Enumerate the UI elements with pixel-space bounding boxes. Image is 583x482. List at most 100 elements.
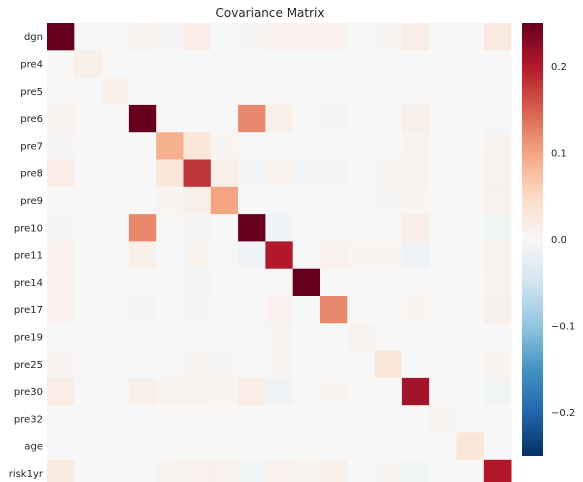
heatmap-cell-pre19-pre4 [74, 323, 102, 351]
heatmap-cell-pre5-age [456, 77, 485, 106]
heatmap-cell-pre14-pre5 [101, 268, 130, 297]
heatmap-cell-pre5-pre19 [347, 77, 375, 106]
heatmap-cell-pre5-pre4 [74, 77, 102, 106]
heatmap-cell-pre9-pre4 [74, 186, 102, 215]
heatmap-cell-pre32-dgn [47, 405, 75, 433]
heatmap-cell-pre19-pre9 [210, 323, 239, 351]
heatmap-cell-pre25-pre8 [183, 350, 212, 379]
heatmap-cell-pre6-pre9 [210, 104, 239, 133]
heatmap-cell-pre8-pre19 [347, 159, 375, 188]
heatmap-cell-pre10-dgn [47, 214, 75, 242]
y-tick-label: pre6 [20, 114, 43, 125]
heatmap-cell-age-pre14 [292, 432, 321, 461]
heatmap-cell-age-pre6 [128, 432, 157, 461]
heatmap-cell-pre8-pre10 [238, 159, 266, 188]
heatmap-cell-pre4-risk1yr [483, 50, 512, 78]
heatmap-cell-risk1yr-pre9 [210, 459, 239, 482]
heatmap-cell-pre32-pre32 [429, 405, 457, 433]
heatmap-cell-pre25-pre30 [401, 350, 430, 379]
heatmap-cell-age-pre4 [74, 432, 102, 461]
heatmap-cell-risk1yr-risk1yr [483, 459, 512, 482]
heatmap-cell-age-dgn [47, 432, 75, 461]
heatmap-cell-pre11-pre6 [128, 241, 157, 270]
heatmap-cell-pre5-pre14 [292, 77, 321, 106]
heatmap-cell-pre25-pre5 [101, 350, 130, 379]
heatmap-cell-pre25-pre6 [128, 350, 157, 379]
heatmap-cell-pre30-pre17 [320, 377, 348, 406]
heatmap-cell-pre14-risk1yr [483, 268, 512, 297]
heatmap-cell-pre7-age [456, 132, 485, 160]
heatmap-cell-dgn-pre25 [374, 23, 403, 51]
heatmap-cell-pre5-dgn [47, 77, 75, 106]
heatmap-cell-age-pre30 [401, 432, 430, 461]
heatmap-cell-pre14-pre8 [183, 268, 212, 297]
heatmap-cell-pre30-pre10 [238, 377, 266, 406]
heatmap-cell-pre4-pre8 [183, 50, 212, 78]
heatmap-cell-pre14-pre11 [265, 268, 294, 297]
heatmap-cell-pre17-pre14 [292, 296, 321, 324]
heatmap-cell-pre32-pre7 [156, 405, 184, 433]
heatmap-cell-pre5-risk1yr [483, 77, 512, 106]
heatmap-cell-pre19-dgn [47, 323, 75, 351]
heatmap-cell-age-pre8 [183, 432, 212, 461]
heatmap-cell-pre30-risk1yr [483, 377, 512, 406]
heatmap-cell-pre9-pre14 [292, 186, 321, 215]
heatmap-cell-pre19-pre6 [128, 323, 157, 351]
heatmap-cell-pre7-dgn [47, 132, 75, 160]
heatmap-cell-pre10-pre9 [210, 214, 239, 242]
heatmap-cell-age-pre19 [347, 432, 375, 461]
heatmap-cell-pre17-pre10 [238, 296, 266, 324]
heatmap-cell-pre9-pre9 [210, 186, 239, 215]
heatmap-cell-pre6-pre6 [128, 104, 157, 133]
y-tick-label: pre5 [20, 87, 43, 98]
heatmap-cell-pre4-pre6 [128, 50, 157, 78]
heatmap-cell-risk1yr-pre5 [101, 459, 130, 482]
heatmap-cell-dgn-pre6 [128, 23, 157, 51]
y-tick-label: pre17 [14, 305, 43, 316]
heatmap-cell-pre11-risk1yr [483, 241, 512, 270]
heatmap-cell-pre6-pre11 [265, 104, 294, 133]
heatmap-cell-pre7-pre7 [156, 132, 184, 160]
heatmap-cell-pre32-pre10 [238, 405, 266, 433]
heatmap-cell-pre5-pre9 [210, 77, 239, 106]
heatmap-cell-pre17-pre8 [183, 296, 212, 324]
heatmap-cell-risk1yr-pre8 [183, 459, 212, 482]
heatmap-cell-pre7-pre19 [347, 132, 375, 160]
heatmap-cell-pre17-dgn [47, 296, 75, 324]
heatmap-cell-pre11-pre14 [292, 241, 321, 270]
colorbar-tick-label: 0.1 [551, 148, 567, 159]
y-tick-label: pre11 [14, 251, 43, 262]
heatmap-cell-risk1yr-pre10 [238, 459, 266, 482]
heatmap-cell-pre7-pre8 [183, 132, 212, 160]
heatmap-cell-dgn-pre9 [210, 23, 239, 51]
heatmap-cell-risk1yr-pre7 [156, 459, 184, 482]
colorbar-tick-label: 0.0 [551, 235, 567, 246]
heatmap-cell-pre30-pre7 [156, 377, 184, 406]
heatmap-cell-dgn-dgn [47, 23, 75, 51]
heatmap-cell-pre7-pre6 [128, 132, 157, 160]
heatmap-cell-pre10-pre25 [374, 214, 403, 242]
heatmap-cell-pre7-pre32 [429, 132, 457, 160]
heatmap-cell-dgn-pre8 [183, 23, 212, 51]
chart-title: Covariance Matrix [216, 6, 325, 20]
heatmap-cell-pre30-pre6 [128, 377, 157, 406]
heatmap-cell-pre6-pre10 [238, 104, 266, 133]
heatmap-cell-pre32-pre8 [183, 405, 212, 433]
heatmap-cell-pre19-risk1yr [483, 323, 512, 351]
heatmap-cell-pre30-pre30 [401, 377, 430, 406]
heatmap-cell-pre11-pre19 [347, 241, 375, 270]
heatmap-cell-pre4-pre14 [292, 50, 321, 78]
heatmap-cell-pre6-risk1yr [483, 104, 512, 133]
heatmap-cell-pre8-pre30 [401, 159, 430, 188]
heatmap-cell-pre30-age [456, 377, 485, 406]
heatmap-cell-pre8-pre17 [320, 159, 348, 188]
heatmap-cell-age-risk1yr [483, 432, 512, 461]
heatmap-cell-pre8-pre11 [265, 159, 294, 188]
y-tick-label: pre19 [14, 332, 43, 343]
heatmap-cell-risk1yr-pre32 [429, 459, 457, 482]
heatmap-cell-pre4-pre19 [347, 50, 375, 78]
heatmap-cell-pre10-pre17 [320, 214, 348, 242]
heatmap-cell-pre14-pre17 [320, 268, 348, 297]
heatmap-cell-dgn-pre11 [265, 23, 294, 51]
